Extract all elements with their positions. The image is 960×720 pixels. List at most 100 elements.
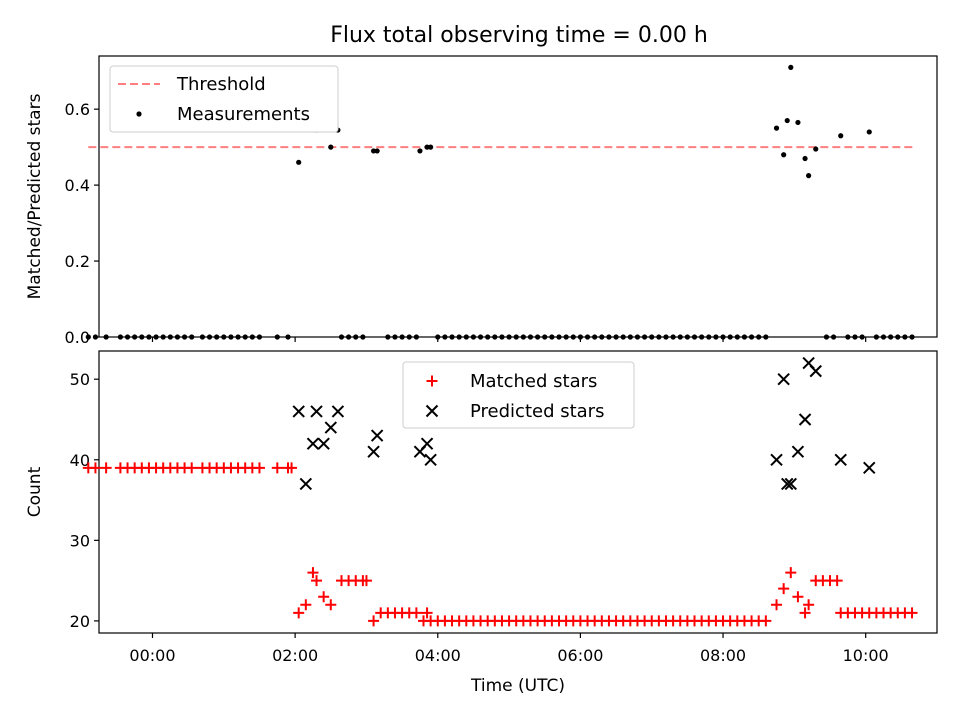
matched-stars-marker — [421, 607, 433, 619]
measurement-point — [859, 334, 865, 340]
matched-stars-marker — [293, 607, 305, 619]
matched-stars-marker — [325, 599, 337, 611]
matched-stars-marker — [318, 591, 330, 603]
predicted-stars-marker — [798, 413, 812, 426]
measurement-point — [274, 334, 280, 340]
top-panel: 0.0 0.2 0.4 0.6 Matched/Predicted stars Thres… — [25, 55, 938, 347]
y-tick-label: 20 — [70, 612, 90, 631]
legend-measurements-swatch — [136, 111, 142, 117]
measurement-point — [592, 334, 598, 340]
x-tick-label: 02:00 — [272, 646, 318, 665]
legend-box — [402, 361, 635, 429]
measurement-point — [456, 334, 462, 340]
matched-stars-marker — [286, 462, 298, 474]
measurement-point — [249, 334, 255, 340]
measurement-point — [153, 334, 159, 340]
measurement-point — [781, 152, 787, 158]
measurement-point — [713, 334, 719, 340]
measurement-point — [670, 334, 676, 340]
predicted-stars-marker — [770, 453, 783, 466]
measurement-point — [584, 334, 591, 340]
measurement-point — [353, 334, 359, 340]
measurement-point — [406, 334, 412, 340]
matched-stars-marker — [906, 607, 918, 619]
measurement-point — [117, 334, 123, 340]
measurement-point — [830, 334, 837, 340]
measurement-point — [806, 173, 812, 179]
matched-stars-marker — [186, 462, 198, 474]
predicted-stars-marker — [331, 405, 345, 418]
predicted-stars-marker — [777, 372, 790, 386]
measurement-point — [813, 146, 819, 152]
measurement-point — [370, 148, 377, 154]
measurement-point — [845, 334, 851, 340]
measurement-point — [748, 334, 755, 340]
legend-bottom: Matched stars Predicted stars — [402, 361, 635, 429]
matched-stars-marker — [253, 462, 265, 474]
measurement-point — [535, 334, 541, 340]
x-tick-label: 10:00 — [843, 646, 889, 665]
measurement-point — [428, 144, 434, 150]
predicted-stars-marker — [310, 405, 323, 418]
matched-stars-marker — [100, 462, 112, 474]
legend-predicted-swatch — [425, 404, 439, 418]
legend-matched-label: Matched stars — [470, 371, 597, 392]
measurement-point — [627, 334, 633, 340]
measurement-point — [485, 334, 491, 340]
measurement-point — [160, 334, 166, 340]
measurement-point — [656, 334, 662, 340]
x-axis-label: Time (UTC) — [470, 676, 565, 696]
y-tick-label: 0.0 — [65, 328, 90, 347]
measurement-point — [385, 334, 391, 340]
predicted-stars-marker — [324, 421, 337, 434]
legend-matched-swatch — [426, 375, 438, 387]
measurement-point — [763, 334, 769, 340]
measurement-point — [773, 125, 780, 131]
predicted-stars-marker — [370, 429, 384, 442]
y-tick-label: 0.4 — [65, 176, 90, 195]
matched-stars-marker — [803, 599, 815, 611]
measurement-point — [470, 334, 477, 340]
predicted-stars-marker — [834, 453, 847, 466]
measurement-point — [795, 119, 801, 126]
predicted-stars-marker — [367, 445, 380, 458]
measurement-point — [346, 334, 352, 340]
measurement-point — [880, 334, 887, 340]
y-axis-label: Matched/Predicted stars — [25, 93, 45, 299]
measurement-point — [549, 334, 555, 340]
legend-box — [109, 65, 339, 133]
measurement-point — [727, 334, 733, 340]
matched-stars-marker — [792, 591, 804, 603]
predicted-stars-marker — [863, 461, 876, 475]
y-axis-label: Count — [25, 466, 45, 517]
legend-predicted-label: Predicted stars — [470, 401, 604, 422]
measurement-point — [634, 334, 641, 340]
measurement-point — [392, 334, 398, 340]
measurement-point — [235, 334, 241, 340]
measurement-point — [399, 334, 405, 340]
predicted-stars-marker — [292, 405, 305, 418]
x-tick-label: 06:00 — [557, 646, 603, 665]
measurement-point — [499, 334, 505, 340]
predicted-stars-marker — [420, 437, 434, 450]
measurement-point — [256, 334, 263, 340]
measurement-point — [296, 159, 302, 165]
x-tick-label: 08:00 — [700, 646, 746, 665]
matched-stars-marker — [799, 607, 811, 619]
measurement-point — [520, 334, 526, 340]
measurement-point — [285, 334, 291, 340]
measurement-point — [606, 334, 612, 340]
matched-stars-marker — [89, 462, 101, 474]
measurement-point — [167, 334, 173, 340]
matched-stars-marker — [778, 583, 790, 595]
measurement-point — [413, 334, 419, 340]
measurement-point — [424, 144, 430, 150]
measurement-point — [92, 334, 99, 340]
matched-stars-marker — [311, 575, 323, 587]
measurement-point — [360, 334, 366, 340]
measurement-point — [699, 334, 705, 340]
y-tick-label: 50 — [70, 370, 90, 389]
measurement-point — [902, 334, 908, 340]
legend-measurements-label: Measurements — [177, 104, 310, 125]
chart-title: Flux total observing time = 0.00 h — [330, 23, 708, 48]
